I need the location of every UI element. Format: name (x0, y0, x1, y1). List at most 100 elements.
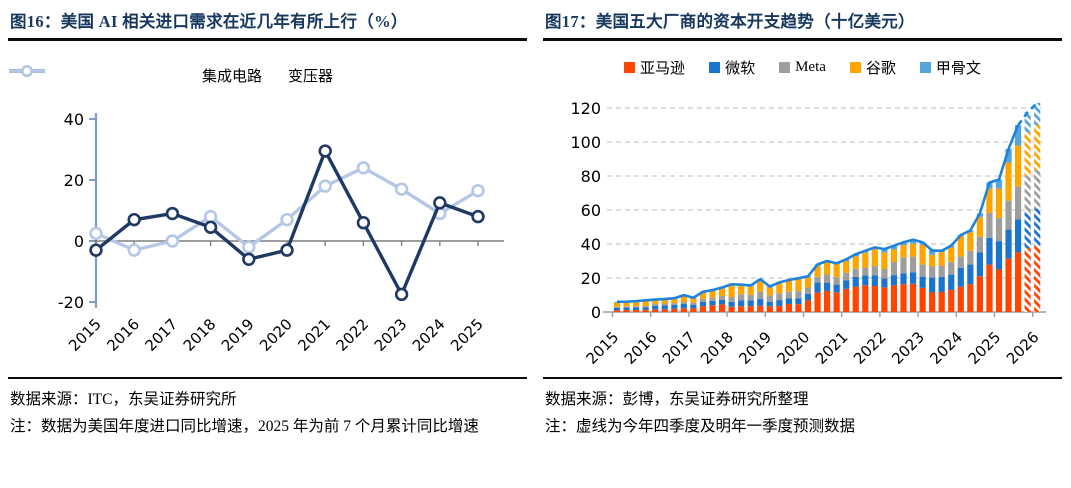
x-axis-label: 2016 (103, 315, 143, 355)
y-axis-label: 20 (581, 269, 601, 288)
bar-segment (833, 264, 840, 278)
x-axis-label: 2015 (583, 328, 623, 368)
bar-segment (871, 275, 878, 286)
bar-segment (852, 286, 859, 312)
x-axis-label: 2020 (774, 328, 814, 368)
legend-item-amazon: 亚马逊 (624, 57, 685, 78)
bar-segment (613, 307, 621, 311)
forecast-bar-segment (1034, 245, 1041, 312)
bar-segment (986, 212, 993, 238)
bar-segment (929, 250, 936, 255)
bar-segment (690, 298, 697, 303)
data-point (433, 196, 447, 210)
legend-label: 亚马逊 (640, 61, 686, 77)
bar-segment (871, 249, 878, 267)
bar-segment (900, 273, 907, 285)
bar-segment (795, 278, 802, 292)
legend-swatch-icon (709, 62, 721, 73)
forecast-bar-segment (1024, 112, 1031, 133)
forecast-bar-segment (1024, 248, 1031, 312)
bar-segment (948, 247, 955, 262)
bar-segment (690, 302, 697, 305)
data-point (89, 226, 103, 241)
forecast-bar-segment (1034, 102, 1041, 125)
bar-segment (824, 290, 831, 312)
bar-segment (852, 276, 859, 287)
bar-segment (699, 306, 707, 312)
bar-segment (900, 245, 907, 258)
bar-segment (909, 272, 917, 284)
y-axis-label: -20 (58, 293, 84, 312)
legend-swatch-icon (849, 62, 861, 73)
bar-segment (995, 217, 1003, 242)
bar-segment (785, 304, 792, 312)
data-point (318, 144, 332, 158)
bar-segment (957, 256, 964, 268)
y-axis-label: 20 (64, 171, 84, 190)
bar-segment (785, 291, 792, 299)
bar-segment (995, 269, 1003, 312)
bar-segment (948, 274, 955, 290)
bar-segment (919, 264, 926, 277)
bar-segment (642, 307, 649, 310)
bar-segment (814, 282, 821, 293)
figure17-chart-area: 亚马逊 微软 Meta 谷歌 甲骨文 0 20 40 60 80 100 120 2015 20… (543, 41, 1062, 377)
bar-segment (948, 261, 955, 275)
bar-segment (881, 287, 888, 312)
forecast-bar-segment (1034, 208, 1041, 246)
bar-segment (776, 283, 783, 294)
bar-segment (785, 280, 792, 292)
bar-segment (652, 304, 659, 306)
bar-segment (1005, 258, 1012, 312)
bar-segment (967, 264, 974, 285)
figure-16: 图16：美国 AI 相关进口需求在近几年有所上行（%） 集成电路 变压器 40 2… (8, 4, 527, 439)
bar-segment (986, 188, 993, 213)
figure17-legend: 亚马逊 微软 Meta 谷歌 甲骨文 (543, 57, 1062, 78)
bar-segment (824, 274, 831, 283)
figure17-source: 数据来源：彭博，东吴证券研究所整理 (545, 391, 809, 408)
bar-segment (680, 304, 687, 309)
data-point (242, 240, 256, 254)
bar-segment (890, 275, 898, 286)
bar-segment (843, 261, 850, 273)
bar-segment (909, 239, 917, 244)
legend-item-oracle: 甲骨文 (919, 57, 981, 78)
bar-segment (976, 276, 983, 312)
forecast-bar-segment (1024, 132, 1031, 176)
bar-segment (995, 179, 1003, 189)
bar-segment (718, 296, 726, 300)
x-axis-label: 2025 (965, 328, 1005, 368)
bar-segment (919, 287, 926, 312)
x-axis-label: 2022 (332, 315, 372, 355)
bar-segment (747, 286, 754, 295)
y-axis-label: 0 (74, 232, 84, 251)
stacked-bar-chart-capex: 0204060801001202015201620172018201920202… (570, 99, 1046, 368)
y-axis-label: 40 (64, 110, 84, 129)
bar-segment (728, 284, 735, 298)
bar-segment (690, 304, 697, 309)
bar-segment (718, 288, 726, 297)
legend-item-meta: Meta (779, 59, 826, 76)
y-axis-label: 120 (570, 99, 601, 118)
x-axis-label: 2023 (371, 315, 411, 355)
bar-segment (900, 284, 907, 312)
figure-17: 图17：美国五大厂商的资本开支趋势（十亿美元） 亚马逊 微软 Meta 谷歌 甲… (543, 4, 1062, 439)
bar-segment (747, 306, 754, 312)
x-axis-label: 2018 (697, 328, 737, 368)
y-axis-label: 40 (581, 235, 601, 254)
bar-segment (967, 284, 974, 312)
bar-segment (633, 301, 640, 307)
bar-segment (938, 265, 945, 277)
bar-segment (929, 266, 936, 278)
data-point (127, 212, 141, 227)
bar-segment (747, 300, 754, 307)
bar-segment (757, 279, 764, 292)
x-axis-label: 2018 (180, 315, 220, 355)
x-axis-label: 2022 (850, 328, 890, 368)
bar-segment (909, 243, 917, 257)
bar-segment (909, 256, 917, 273)
bar-segment (909, 283, 917, 312)
bar-segment (1015, 252, 1022, 312)
bar-segment (967, 232, 974, 251)
bar-segment (623, 306, 630, 308)
